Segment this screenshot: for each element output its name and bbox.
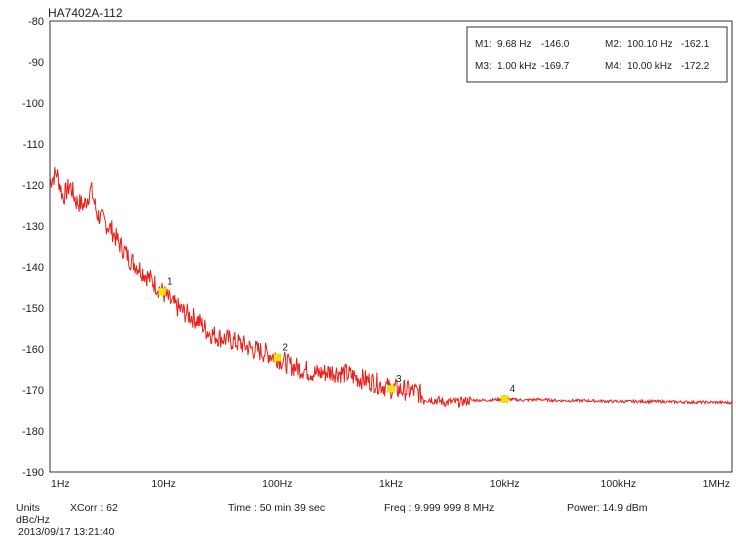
readout-marker-value: -162.1 bbox=[681, 39, 710, 50]
readout-marker-id: M3: bbox=[475, 61, 492, 72]
readout-marker-freq: 100.10 Hz bbox=[627, 39, 673, 50]
y-tick-label: -180 bbox=[22, 426, 44, 438]
readout-marker-freq: 1.00 kHz bbox=[497, 61, 536, 72]
x-tick-label: 10Hz bbox=[151, 478, 176, 490]
plot-frame bbox=[49, 20, 733, 473]
readout-box-frame bbox=[466, 26, 728, 83]
readout-marker-id: M4: bbox=[605, 61, 622, 72]
marker-readout-box: M1: 9.68 Hz -146.0 M2: 100.10 Hz -162.1 M3: 1.0… bbox=[466, 26, 728, 83]
marker-point bbox=[273, 353, 282, 362]
timestamp: 2013/09/17 13:21:40 bbox=[18, 526, 115, 538]
units-label: Units bbox=[16, 502, 40, 514]
x-tick-label: 1kHz bbox=[379, 478, 403, 490]
freq-readout: Freq : 9.999 999 8 MHz bbox=[384, 502, 495, 514]
y-tick-label: -110 bbox=[23, 139, 44, 151]
xcorr-readout: XCorr : 62 bbox=[70, 502, 118, 514]
x-tick-label: 10kHz bbox=[490, 478, 520, 490]
y-tick-label: -130 bbox=[22, 221, 44, 233]
readout-marker-freq: 9.68 Hz bbox=[497, 39, 531, 50]
time-readout: Time : 50 min 39 sec bbox=[228, 502, 326, 514]
x-tick-label: 1Hz bbox=[51, 478, 70, 490]
x-tick-label: 1MHz bbox=[703, 478, 730, 490]
chart-title: HA7402A-112 bbox=[48, 6, 123, 20]
marker-label: 3 bbox=[396, 374, 402, 385]
marker-layer: 1 2 3 4 bbox=[158, 277, 516, 403]
y-tick-label: -80 bbox=[28, 16, 44, 28]
marker-label: 1 bbox=[167, 277, 173, 288]
power-readout: Power: 14.9 dBm bbox=[567, 502, 648, 514]
readout-marker-value: -169.7 bbox=[541, 61, 570, 72]
readout-marker-freq: 10.00 kHz bbox=[627, 61, 672, 72]
units-value: dBc/Hz bbox=[16, 514, 50, 526]
y-tick-label: -150 bbox=[22, 303, 44, 315]
y-tick-label: -90 bbox=[28, 57, 44, 69]
x-tick-label: 100Hz bbox=[262, 478, 292, 490]
y-tick-label: -140 bbox=[22, 262, 44, 274]
readout-marker-id: M1: bbox=[475, 39, 492, 50]
marker-point bbox=[500, 395, 509, 403]
marker-point bbox=[387, 385, 395, 393]
marker-label: 2 bbox=[282, 343, 288, 354]
y-tick-label: -160 bbox=[22, 344, 44, 356]
y-tick-label: -170 bbox=[22, 385, 44, 397]
x-tick-label: 100kHz bbox=[601, 478, 637, 490]
readout-marker-value: -172.2 bbox=[681, 61, 710, 72]
y-tick-label: -100 bbox=[22, 98, 44, 110]
marker-label: 4 bbox=[510, 384, 516, 395]
readout-marker-value: -146.0 bbox=[541, 39, 570, 50]
readout-marker-id: M2: bbox=[605, 39, 622, 50]
y-tick-label: -120 bbox=[22, 180, 44, 192]
y-tick-label: -190 bbox=[22, 467, 44, 479]
marker-point bbox=[158, 287, 166, 296]
